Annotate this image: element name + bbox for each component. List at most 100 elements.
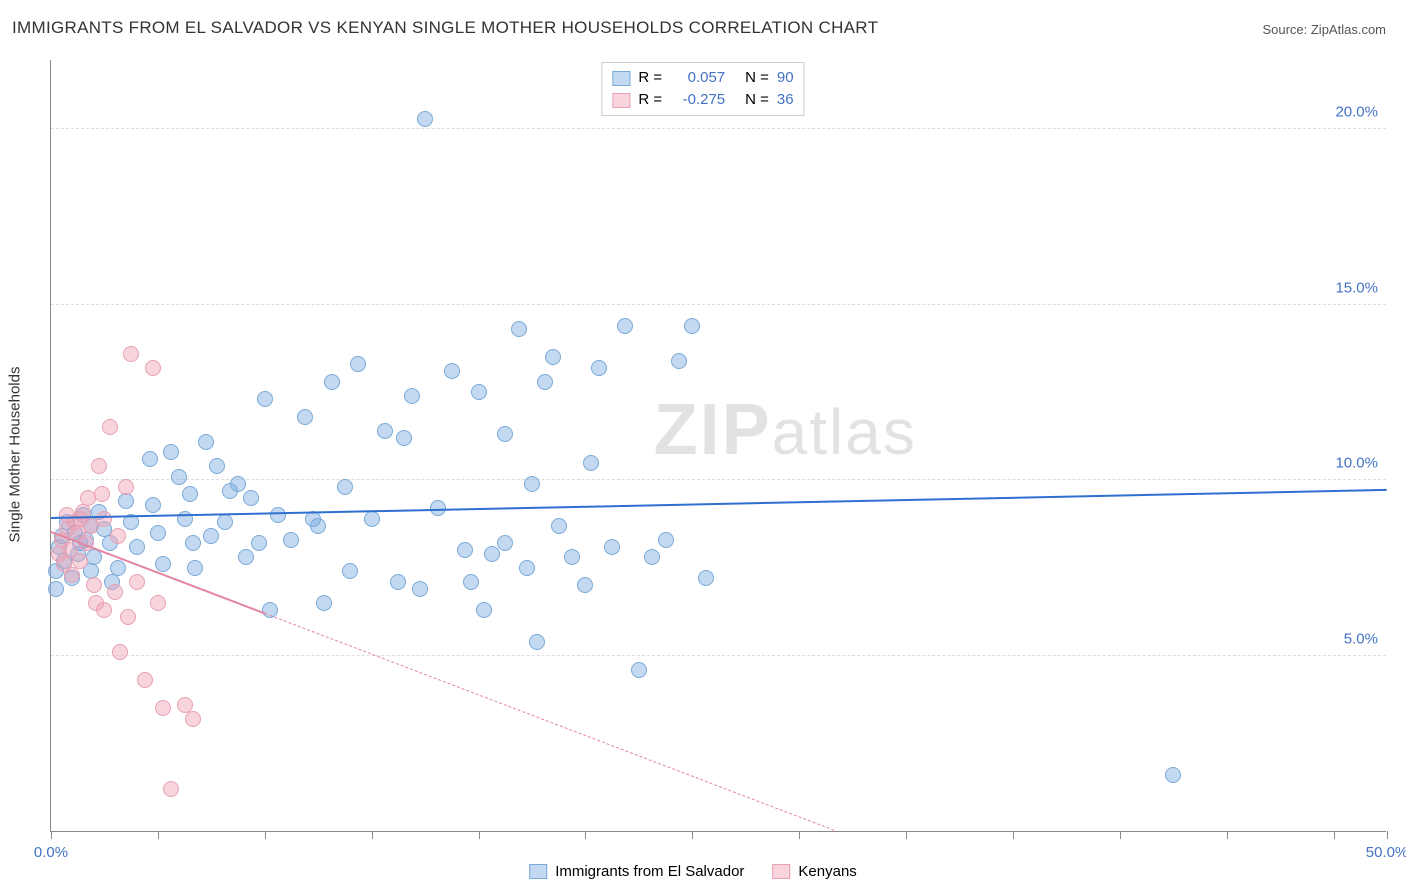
data-point: [591, 360, 607, 376]
data-point: [96, 511, 112, 527]
data-point: [412, 581, 428, 597]
data-point: [342, 563, 358, 579]
data-point: [150, 595, 166, 611]
legend-stat-row: R =0.057N =90: [612, 67, 793, 89]
x-tick: [692, 831, 693, 839]
data-point: [110, 528, 126, 544]
data-point: [457, 542, 473, 558]
source-label: Source: ZipAtlas.com: [1262, 22, 1386, 37]
data-point: [350, 356, 366, 372]
n-value: 90: [777, 67, 794, 89]
legend-stat-row: R =-0.275N =36: [612, 89, 793, 111]
legend-swatch: [612, 71, 630, 86]
data-point: [270, 507, 286, 523]
data-point: [377, 423, 393, 439]
data-point: [129, 574, 145, 590]
data-point: [112, 644, 128, 660]
data-point: [698, 570, 714, 586]
y-tick-label: 20.0%: [1335, 104, 1378, 121]
data-point: [185, 711, 201, 727]
data-point: [142, 451, 158, 467]
data-point: [577, 577, 593, 593]
data-point: [364, 511, 380, 527]
x-tick: [51, 831, 52, 839]
x-tick: [265, 831, 266, 839]
data-point: [203, 528, 219, 544]
gridline: [51, 655, 1386, 656]
data-point: [187, 560, 203, 576]
x-tick: [479, 831, 480, 839]
legend-series: Immigrants from El Salvador Kenyans: [529, 863, 877, 880]
data-point: [1165, 767, 1181, 783]
data-point: [511, 321, 527, 337]
x-tick: [906, 831, 907, 839]
data-point: [583, 455, 599, 471]
data-point: [497, 426, 513, 442]
data-point: [564, 549, 580, 565]
data-point: [524, 476, 540, 492]
data-point: [644, 549, 660, 565]
legend-swatch: [772, 864, 790, 879]
data-point: [283, 532, 299, 548]
data-point: [94, 486, 110, 502]
data-point: [297, 409, 313, 425]
r-value: 0.057: [670, 67, 725, 89]
legend-swatch: [612, 93, 630, 108]
x-tick-label: 0.0%: [34, 844, 68, 861]
data-point: [129, 539, 145, 555]
plot-area: ZIPatlas 5.0%10.0%15.0%20.0%0.0%50.0%: [50, 60, 1386, 832]
x-tick-label: 50.0%: [1366, 844, 1406, 861]
y-axis-label: Single Mother Households: [7, 367, 24, 543]
data-point: [217, 514, 233, 530]
x-tick: [799, 831, 800, 839]
data-point: [120, 609, 136, 625]
x-tick: [158, 831, 159, 839]
x-tick: [1013, 831, 1014, 839]
data-point: [163, 781, 179, 797]
data-point: [658, 532, 674, 548]
data-point: [444, 363, 460, 379]
data-point: [497, 535, 513, 551]
x-tick: [1387, 831, 1388, 839]
data-point: [137, 672, 153, 688]
x-tick: [372, 831, 373, 839]
data-point: [209, 458, 225, 474]
data-point: [404, 388, 420, 404]
data-point: [463, 574, 479, 590]
x-tick: [1120, 831, 1121, 839]
data-point: [171, 469, 187, 485]
data-point: [471, 384, 487, 400]
data-point: [604, 539, 620, 555]
data-point: [123, 346, 139, 362]
chart-title: IMMIGRANTS FROM EL SALVADOR VS KENYAN SI…: [12, 18, 878, 38]
data-point: [519, 560, 535, 576]
data-point: [118, 479, 134, 495]
data-point: [529, 634, 545, 650]
y-tick-label: 5.0%: [1344, 630, 1378, 647]
gridline: [51, 304, 1386, 305]
data-point: [251, 535, 267, 551]
data-point: [145, 360, 161, 376]
legend-label: Kenyans: [798, 863, 856, 880]
data-point: [551, 518, 567, 534]
data-point: [257, 391, 273, 407]
data-point: [631, 662, 647, 678]
data-point: [182, 486, 198, 502]
data-point: [417, 111, 433, 127]
data-point: [72, 553, 88, 569]
data-point: [64, 567, 80, 583]
n-label: N =: [745, 67, 769, 89]
data-point: [537, 374, 553, 390]
data-point: [155, 700, 171, 716]
y-tick-label: 15.0%: [1335, 279, 1378, 296]
data-point: [150, 525, 166, 541]
data-point: [48, 581, 64, 597]
gridline: [51, 479, 1386, 480]
x-tick: [1334, 831, 1335, 839]
data-point: [163, 444, 179, 460]
legend-label: Immigrants from El Salvador: [555, 863, 744, 880]
data-point: [324, 374, 340, 390]
watermark: ZIPatlas: [654, 389, 917, 471]
x-tick: [1227, 831, 1228, 839]
data-point: [484, 546, 500, 562]
